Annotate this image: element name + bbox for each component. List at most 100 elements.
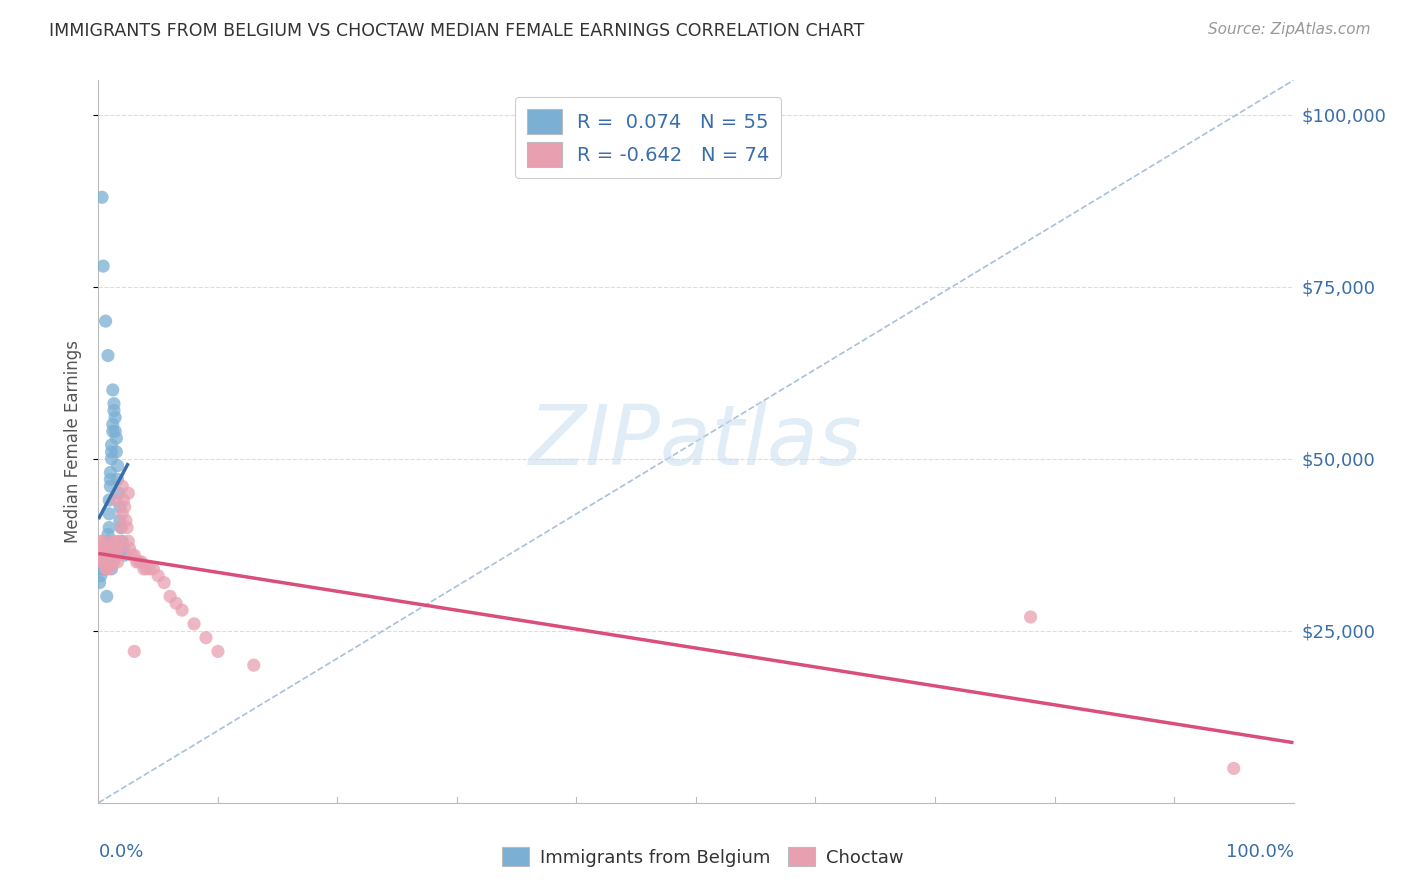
Point [107,458,129,473]
Point [96,541,118,556]
Point [91,555,114,569]
Point [93,562,115,576]
Point [115,514,138,528]
Point [90,534,112,549]
Point [104,410,127,425]
Text: Source: ZipAtlas.com: Source: ZipAtlas.com [1208,22,1371,37]
Point [96,548,118,562]
Point [94,555,117,569]
Point [105,493,128,508]
Point [100,451,122,466]
Point [103,397,125,411]
Point [148,568,170,582]
Point [91,548,114,562]
Point [107,486,129,500]
Point [118,541,141,556]
Point [101,424,124,438]
Point [97,555,120,569]
Point [91,555,114,569]
Point [97,527,120,541]
Point [97,534,120,549]
Point [105,534,128,549]
Point [91,555,114,569]
Point [117,486,139,500]
Point [105,541,128,556]
Point [103,555,125,569]
Point [108,514,131,528]
Point [91,548,114,562]
Point [100,562,122,576]
Point [90,555,112,569]
Point [98,466,122,480]
Text: 100.0%: 100.0% [1226,843,1294,861]
Point [125,555,148,569]
Point [131,555,153,569]
Point [96,562,118,576]
Point [159,590,181,604]
Point [101,541,124,556]
Y-axis label: Median Female Earnings: Median Female Earnings [65,340,83,543]
Point [107,555,129,569]
Point [98,555,121,569]
Text: ZIPatlas: ZIPatlas [529,401,863,482]
Point [94,562,117,576]
Point [91,259,114,273]
Point [96,548,118,562]
Point [98,520,121,534]
Point [91,555,114,569]
Point [97,541,120,556]
Point [91,541,114,556]
Point [94,314,117,328]
Point [111,507,134,521]
Point [90,548,112,562]
Point [90,568,112,582]
Legend: Immigrants from Belgium, Choctaw: Immigrants from Belgium, Choctaw [495,840,911,874]
Point [112,541,135,556]
Point [104,548,127,562]
Point [90,548,112,562]
Point [124,644,146,658]
Point [132,562,155,576]
Point [89,562,111,576]
Point [100,555,122,569]
Point [103,403,125,417]
Point [207,644,229,658]
Point [91,534,114,549]
Point [94,555,117,569]
Point [115,520,138,534]
Point [98,562,121,576]
Text: IMMIGRANTS FROM BELGIUM VS CHOCTAW MEDIAN FEMALE EARNINGS CORRELATION CHART: IMMIGRANTS FROM BELGIUM VS CHOCTAW MEDIA… [49,22,865,40]
Point [97,349,120,363]
Point [93,555,115,569]
Point [100,438,122,452]
Point [114,548,136,562]
Point [100,445,122,459]
Point [94,548,117,562]
Point [243,658,266,673]
Point [128,555,150,569]
Point [195,631,218,645]
Point [98,507,121,521]
Point [107,541,129,556]
Point [108,500,131,514]
Point [98,548,121,562]
Point [124,548,146,562]
Point [172,603,194,617]
Point [101,383,124,397]
Point [100,548,122,562]
Point [183,616,205,631]
Point [98,555,121,569]
Legend: R =  0.074   N = 55, R = -0.642   N = 74: R = 0.074 N = 55, R = -0.642 N = 74 [515,97,782,178]
Point [91,548,114,562]
Point [153,575,176,590]
Point [107,548,129,562]
Point [142,562,165,576]
Point [91,562,114,576]
Point [1223,761,1246,775]
Point [101,534,124,549]
Point [101,417,124,432]
Point [96,541,118,556]
Point [96,590,118,604]
Point [101,548,124,562]
Point [93,541,115,556]
